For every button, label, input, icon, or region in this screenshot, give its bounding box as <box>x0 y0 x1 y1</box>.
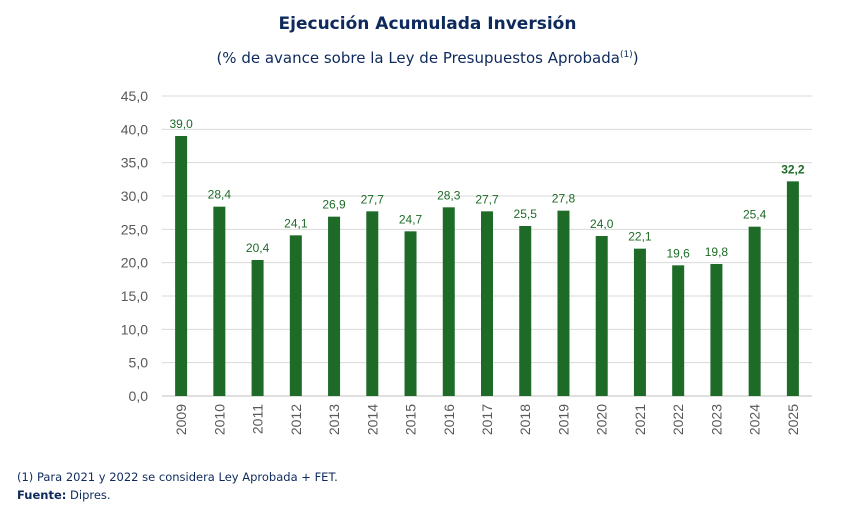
x-tick-label: 2014 <box>364 404 380 435</box>
bar-value-label: 28,3 <box>437 188 461 202</box>
bar-value-label: 19,6 <box>666 246 690 260</box>
bar <box>366 211 379 396</box>
bar-value-label: 28,4 <box>208 188 232 202</box>
bar-value-label: 24,7 <box>399 212 423 226</box>
x-tick-label: 2023 <box>708 404 724 435</box>
bar-value-label: 39,0 <box>169 117 193 131</box>
bar-value-label: 20,4 <box>246 241 270 255</box>
bar-value-label: 24,0 <box>590 217 614 231</box>
bar <box>710 264 723 396</box>
y-tick-label: 0,0 <box>129 388 149 404</box>
x-tick-label: 2015 <box>403 404 419 435</box>
footnote: (1) Para 2021 y 2022 se considera Ley Ap… <box>17 470 338 484</box>
chart-subtitle: (% de avance sobre la Ley de Presupuesto… <box>0 49 855 67</box>
bar-value-label: 25,4 <box>743 208 767 222</box>
bar-value-label: 19,8 <box>705 245 729 259</box>
x-tick-label: 2012 <box>288 404 304 435</box>
bar <box>595 236 608 396</box>
bar <box>404 231 417 396</box>
x-tick-label: 2018 <box>517 404 533 435</box>
x-tick-label: 2025 <box>785 404 801 435</box>
y-tick-label: 5,0 <box>129 355 149 371</box>
bar <box>289 235 302 396</box>
bar-value-label: 27,7 <box>475 192 499 206</box>
bar <box>481 211 493 396</box>
bar <box>672 265 685 396</box>
x-tick-label: 2017 <box>479 404 495 435</box>
bar-value-label: 24,1 <box>284 216 308 230</box>
bar-value-label: 27,7 <box>361 192 385 206</box>
chart-subtitle-text: (% de avance sobre la Ley de Presupuesto… <box>216 49 620 67</box>
x-tick-label: 2022 <box>670 404 686 435</box>
x-tick-label: 2019 <box>555 404 571 435</box>
bar <box>786 181 799 396</box>
chart-subtitle-close: ) <box>632 49 639 67</box>
bar <box>175 136 188 396</box>
x-tick-label: 2013 <box>326 404 342 435</box>
bar <box>633 248 646 396</box>
chart-subtitle-footnote-mark: (1) <box>619 50 633 60</box>
bar <box>557 210 570 396</box>
y-tick-label: 10,0 <box>121 321 148 337</box>
bar-value-label: 26,9 <box>322 198 346 212</box>
x-tick-label: 2024 <box>747 404 763 435</box>
source-note: Fuente: Dipres. <box>17 488 111 502</box>
bar <box>519 226 532 396</box>
bar-value-label: 32,2 <box>781 162 805 176</box>
y-tick-label: 40,0 <box>121 121 148 137</box>
bar <box>328 216 341 396</box>
x-tick-label: 2010 <box>211 404 227 435</box>
x-tick-label: 2011 <box>250 404 266 434</box>
chart-title: Ejecución Acumulada Inversión <box>278 14 577 34</box>
bar <box>748 226 761 396</box>
source-text: Dipres. <box>66 488 111 502</box>
bar-value-label: 22,1 <box>628 230 652 244</box>
bar-chart: 0,0 5,0 10,0 15,0 20,0 25,0 30,0 35,0 40,0 45,0 39… <box>121 88 812 435</box>
y-tick-label: 20,0 <box>121 255 148 271</box>
x-tick-label: 2016 <box>441 404 457 435</box>
bar-value-label: 27,8 <box>552 192 576 206</box>
y-tick-label: 45,0 <box>121 88 148 104</box>
bar <box>251 260 264 396</box>
x-tick-label: 2009 <box>173 404 189 435</box>
y-tick-label: 25,0 <box>121 221 148 237</box>
source-label: Fuente: <box>17 488 67 502</box>
bar-value-label: 25,5 <box>514 207 538 221</box>
bar <box>213 206 226 396</box>
y-tick-label: 35,0 <box>121 155 148 171</box>
y-tick-label: 15,0 <box>121 288 148 304</box>
x-tick-label: 2020 <box>594 404 610 435</box>
bar <box>442 207 455 396</box>
x-tick-label: 2021 <box>632 404 648 435</box>
y-tick-label: 30,0 <box>121 188 148 204</box>
